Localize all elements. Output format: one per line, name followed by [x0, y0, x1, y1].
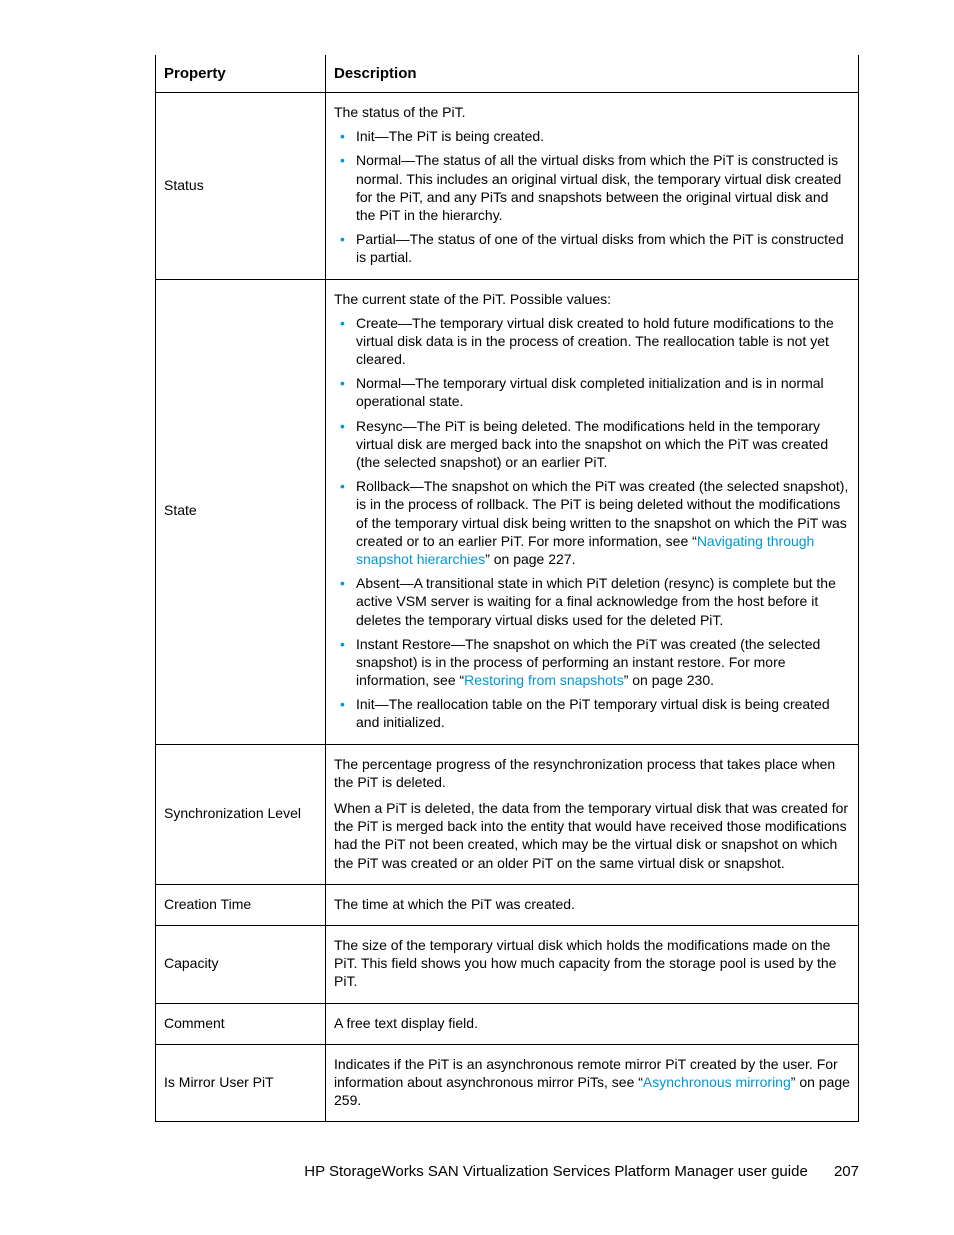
description-cell: The percentage progress of the resynchro… [326, 744, 859, 884]
description-intro: The status of the PiT. [334, 103, 850, 121]
property-cell: Synchronization Level [156, 744, 326, 884]
description-paragraph: When a PiT is deleted, the data from the… [334, 799, 850, 872]
list-item: Init—The reallocation table on the PiT t… [334, 695, 850, 731]
properties-table: Property Description StatusThe status of… [155, 55, 859, 1122]
description-cell: The time at which the PiT was created. [326, 884, 859, 925]
page-footer: HP StorageWorks SAN Virtualization Servi… [304, 1163, 859, 1180]
property-cell: Capacity [156, 925, 326, 1003]
cross-reference-link[interactable]: Asynchronous mirroring [643, 1074, 791, 1090]
description-paragraph: A free text display field. [334, 1014, 850, 1032]
bullet-list: Init—The PiT is being created. Normal—The… [334, 127, 850, 266]
property-cell: Is Mirror User PiT [156, 1044, 326, 1122]
list-item: Normal—The temporary virtual disk comple… [334, 374, 850, 410]
table-body: Status The status of the PiT. Init—The PiT… [156, 93, 859, 1122]
table-row: Comment A free text display field. [156, 1003, 859, 1044]
property-cell: State [156, 279, 326, 744]
list-item: Init—The PiT is being created. [334, 127, 850, 145]
table-row: State The current state of the PiT. Possi… [156, 279, 859, 744]
cross-reference-link[interactable]: Restoring from snapshots [464, 672, 624, 688]
description-cell: A free text display field. [326, 1003, 859, 1044]
list-item: Create—The temporary virtual disk create… [334, 314, 850, 369]
list-item: Absent—A transitional state in which PiT… [334, 574, 850, 629]
footer-title: HP StorageWorks SAN Virtualization Servi… [304, 1163, 808, 1180]
table-row: Status The status of the PiT. Init—The PiT… [156, 93, 859, 280]
table-row: Creation Time The time at which the PiT w… [156, 884, 859, 925]
table-row: Is Mirror User PiTIndicates if the PiT i… [156, 1044, 859, 1122]
description-cell: The size of the temporary virtual disk w… [326, 925, 859, 1003]
list-item: Rollback—The snapshot on which the PiT w… [334, 477, 850, 568]
list-item: Partial—The status of one of the virtual… [334, 230, 850, 266]
list-item: Resync—The PiT is being deleted. The mod… [334, 417, 850, 472]
property-cell: Creation Time [156, 884, 326, 925]
list-item: Normal—The status of all the virtual dis… [334, 151, 850, 224]
description-cell: The status of the PiT. Init—The PiT is be… [326, 93, 859, 280]
property-cell: Status [156, 93, 326, 280]
description-cell: The current state of the PiT. Possible v… [326, 279, 859, 744]
bullet-list: Create—The temporary virtual disk create… [334, 314, 850, 732]
description-intro: The current state of the PiT. Possible v… [334, 290, 850, 308]
property-cell: Comment [156, 1003, 326, 1044]
description-paragraph: The time at which the PiT was created. [334, 895, 850, 913]
description-paragraph: The percentage progress of the resynchro… [334, 755, 850, 791]
list-item: Instant Restore—The snapshot on which th… [334, 635, 850, 690]
table-row: CapacityThe size of the temporary virtua… [156, 925, 859, 1003]
description-paragraph: The size of the temporary virtual disk w… [334, 936, 850, 991]
header-property: Property [156, 55, 326, 93]
table-row: Synchronization LevelThe percentage prog… [156, 744, 859, 884]
description-paragraph: Indicates if the PiT is an asynchronous … [334, 1055, 850, 1110]
cross-reference-link[interactable]: Navigating through snapshot hierarchies [356, 533, 814, 567]
header-description: Description [326, 55, 859, 93]
description-cell: Indicates if the PiT is an asynchronous … [326, 1044, 859, 1122]
footer-page-number: 207 [834, 1163, 859, 1180]
